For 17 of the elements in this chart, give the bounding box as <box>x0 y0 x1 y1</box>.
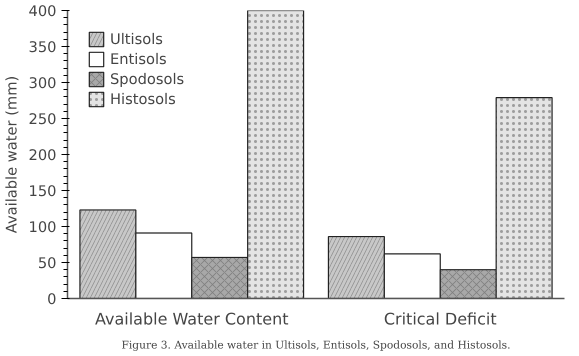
caption: Figure 3. Available water in Ultisols, Entisols, Spodosols, and Histosols. <box>122 338 511 352</box>
legend-label: Spodosols <box>110 70 184 88</box>
y-tick-label: 0 <box>47 291 57 308</box>
y-tick-label: 200 <box>28 147 57 164</box>
x-tick-label: Available Water Content <box>94 310 289 328</box>
legend-label: Histosols <box>110 90 176 108</box>
y-axis-title: Available water (mm) <box>4 76 21 234</box>
x-tick-label: Critical Deficit <box>384 310 497 328</box>
y-tick-label: 350 <box>28 39 57 56</box>
y-tick-label: 100 <box>28 219 57 236</box>
y-tick-label: 400 <box>28 3 57 20</box>
legend-label: Entisols <box>110 50 167 68</box>
y-tick-label: 50 <box>38 255 57 272</box>
legend-label: Ultisols <box>110 30 163 48</box>
y-tick-label: 300 <box>28 75 57 92</box>
y-tick-label: 250 <box>28 111 57 128</box>
y-tick-label: 150 <box>28 183 57 200</box>
